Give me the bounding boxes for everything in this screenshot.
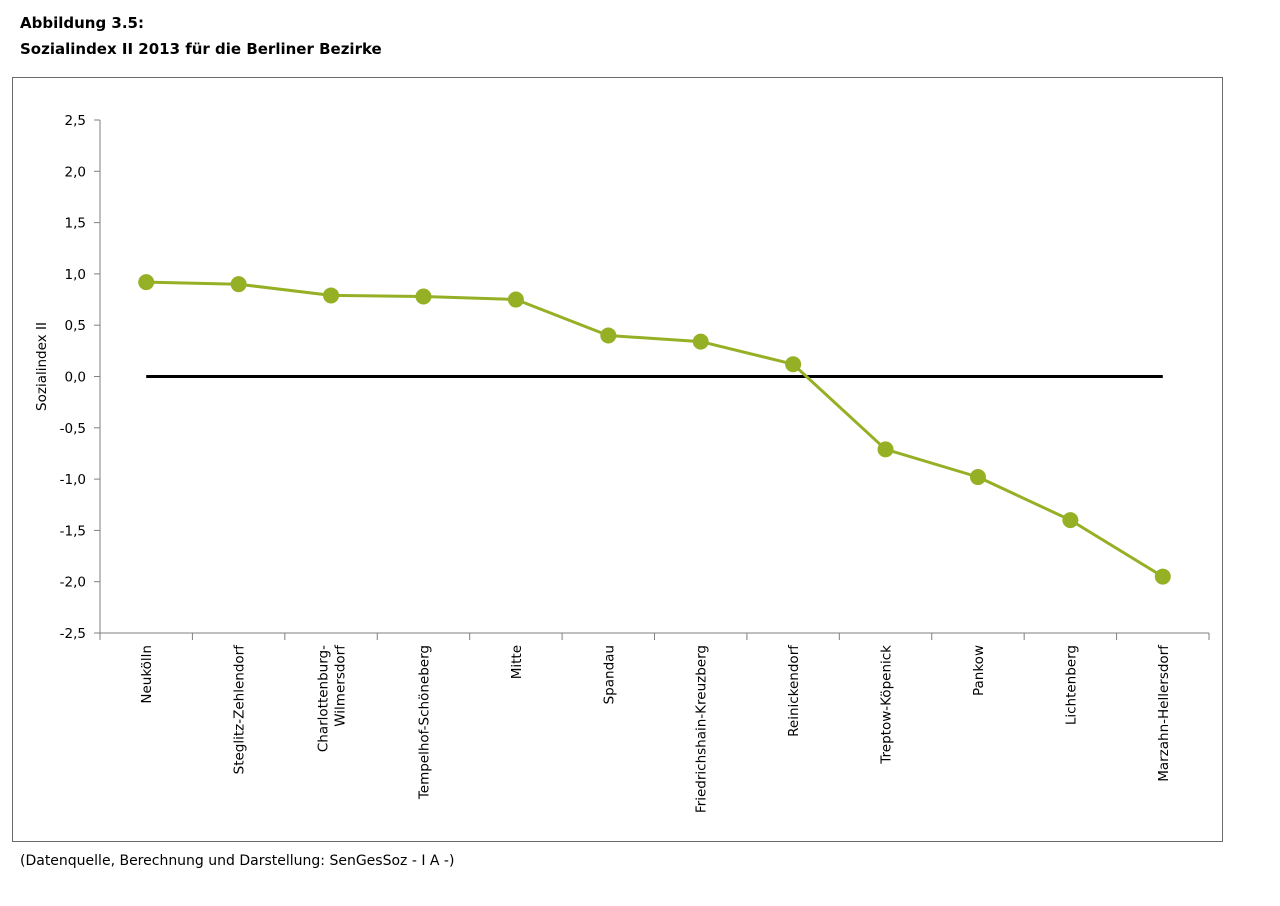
x-tick-label-group: Neukölln bbox=[139, 645, 155, 704]
x-tick-label: Wilmersdorf bbox=[333, 644, 349, 727]
data-point bbox=[415, 288, 432, 305]
x-tick-label-group: Lichtenberg bbox=[1063, 645, 1079, 725]
x-tick-label-group: Reinickendorf bbox=[786, 644, 802, 737]
data-point bbox=[877, 441, 894, 458]
y-tick-label: 1,5 bbox=[65, 216, 86, 232]
x-tick-label-group: Pankow bbox=[971, 645, 987, 696]
y-tick-labels: 2,5 2,0 1,5 1,0 0,5 0,0 -0,5 -1,0 -1,5 -2,0 -2,5 bbox=[60, 113, 86, 642]
data-point bbox=[969, 469, 986, 486]
x-tick-label-group: Steglitz-Zehlendorf bbox=[232, 644, 248, 775]
series-polyline bbox=[146, 280, 1164, 578]
x-tick-label: Friedrichshain-Kreuzberg bbox=[694, 645, 710, 813]
x-tick-labels: Neukölln Steglitz-Zehlendorf Charlottenbur… bbox=[139, 644, 1172, 813]
source-note: (Datenquelle, Berechnung und Darstellung… bbox=[20, 853, 455, 869]
data-point bbox=[507, 291, 524, 308]
x-tick-label: Steglitz-Zehlendorf bbox=[232, 644, 248, 775]
chart-axes bbox=[94, 119, 1210, 640]
x-tick-label: Tempelhof-Schöneberg bbox=[416, 645, 432, 800]
y-axis-label: Sozialindex II bbox=[34, 322, 50, 411]
y-tick-label: -2,5 bbox=[60, 626, 86, 642]
data-point bbox=[230, 276, 247, 293]
x-tick-label: Spandau bbox=[601, 645, 617, 704]
x-tick-label-group: Tempelhof-Schöneberg bbox=[416, 645, 432, 800]
y-tick-label: -2,0 bbox=[60, 575, 86, 591]
data-point bbox=[600, 327, 617, 344]
x-tick-label: Treptow-Köpenick bbox=[879, 645, 895, 765]
x-tick-label-group: Spandau bbox=[601, 645, 617, 704]
x-tick-label-group: Friedrichshain-Kreuzberg bbox=[694, 645, 710, 813]
x-tick-label-group: Charlottenburg- Wilmersdorf bbox=[316, 644, 349, 752]
y-tick-label: -0,5 bbox=[60, 421, 86, 437]
data-point bbox=[692, 333, 709, 350]
x-tick-label: Charlottenburg- bbox=[316, 645, 332, 752]
y-tick-label: -1,0 bbox=[60, 472, 86, 488]
x-tick-label: Reinickendorf bbox=[786, 644, 802, 737]
x-tick-label-group: Marzahn-Hellersdorf bbox=[1156, 644, 1172, 782]
figure-label: Abbildung 3.5: bbox=[20, 14, 144, 32]
data-point bbox=[138, 274, 155, 291]
y-tick-label: 2,0 bbox=[65, 164, 86, 180]
x-tick-label: Mitte bbox=[509, 645, 525, 679]
chart-frame bbox=[12, 77, 1223, 842]
x-tick-label: Neukölln bbox=[139, 645, 155, 704]
y-tick-label: 0,0 bbox=[65, 370, 86, 386]
y-tick-label: -1,5 bbox=[60, 523, 86, 539]
x-tick-label: Pankow bbox=[971, 645, 987, 696]
y-tick-label: 2,5 bbox=[65, 113, 86, 129]
figure-title: Sozialindex II 2013 für die Berliner Bez… bbox=[20, 40, 382, 58]
series-points bbox=[138, 274, 1171, 585]
x-tick-label: Marzahn-Hellersdorf bbox=[1156, 644, 1172, 782]
y-tick-label: 0,5 bbox=[65, 318, 86, 334]
data-point bbox=[1062, 512, 1079, 529]
series-line bbox=[146, 280, 1164, 578]
y-tick-label: 1,0 bbox=[65, 267, 86, 283]
x-tick-label: Lichtenberg bbox=[1063, 645, 1079, 725]
data-point bbox=[1154, 568, 1171, 585]
data-point bbox=[785, 356, 802, 373]
data-point bbox=[323, 287, 340, 304]
x-tick-label-group: Treptow-Köpenick bbox=[879, 645, 895, 765]
x-tick-label-group: Mitte bbox=[509, 645, 525, 679]
